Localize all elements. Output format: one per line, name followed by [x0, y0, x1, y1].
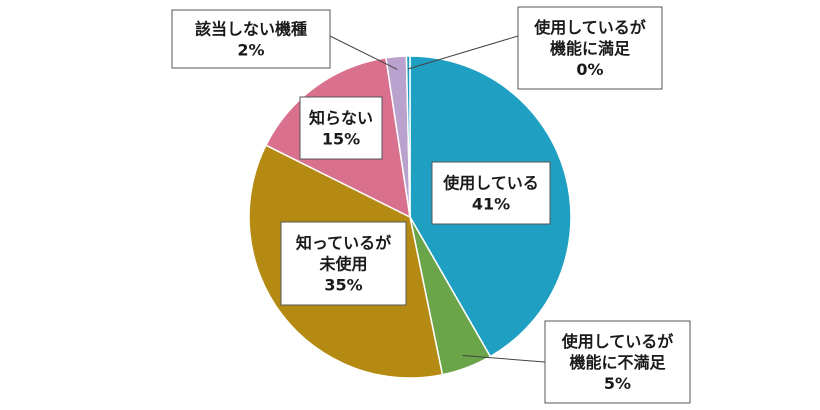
- label-box: [280, 221, 407, 306]
- slice-label-0: 使用している 41%: [431, 161, 551, 225]
- pie-slice-5: [405, 55, 411, 218]
- slice-percent: 35%: [324, 276, 362, 295]
- label-box: [431, 161, 551, 225]
- slice-name-line: 使用しているが: [561, 332, 674, 351]
- label-box: [299, 96, 383, 160]
- slice-name-line: 使用しているが: [533, 18, 646, 37]
- slice-percent: 5%: [604, 374, 631, 393]
- slice-name-line: 該当しない機種: [195, 20, 307, 39]
- leader-line-4: [329, 35, 398, 70]
- slice-name-line: 機能に不満足: [569, 353, 666, 372]
- slice-name-line: 知っているが: [296, 234, 391, 253]
- slice-name-line: 未使用: [318, 255, 367, 274]
- leader-line-5: [408, 35, 519, 70]
- label-box: [517, 6, 663, 90]
- slice-name-line: 機能に満足: [550, 39, 631, 58]
- slice-name-line: 知らない: [309, 109, 373, 128]
- slice-percent: 41%: [472, 195, 510, 214]
- label-box: [544, 320, 691, 404]
- slice-percent: 15%: [322, 130, 360, 149]
- leader-line-1: [462, 355, 546, 363]
- slice-label-3: 知らない 15%: [299, 96, 383, 160]
- slice-name-line: 使用している: [442, 174, 539, 193]
- slice-label-4: 該当しない機種 2%: [171, 9, 331, 69]
- label-box: [171, 9, 331, 69]
- leader-lines: [329, 35, 546, 363]
- slice-percent: 2%: [237, 41, 264, 60]
- slice-labels: 使用している41%使用しているが機能に不満足5%知っているが未使用35%知らない…: [171, 6, 691, 404]
- slice-percent: 0%: [576, 60, 603, 79]
